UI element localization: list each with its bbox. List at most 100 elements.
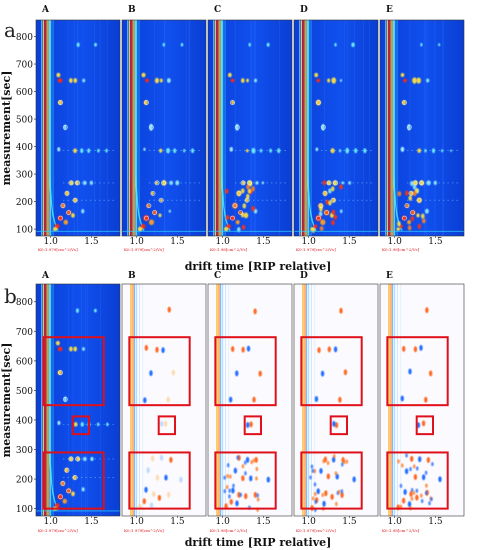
x-tick-label: 1.5 <box>342 517 357 527</box>
signal-peak <box>407 225 412 231</box>
signal-peak <box>58 100 63 106</box>
signal-peak <box>159 198 163 202</box>
signal-peak <box>73 197 78 203</box>
difference-spot <box>421 420 426 427</box>
signal-peak <box>269 148 272 153</box>
signal-peak <box>315 147 319 152</box>
signal-peak <box>96 422 100 427</box>
x-tick-label: 1.5 <box>84 517 99 527</box>
difference-spot <box>311 468 315 473</box>
signal-peak <box>73 422 78 427</box>
y-tick-label: 600 <box>16 88 33 98</box>
rip-band <box>132 20 134 236</box>
x-tick-label: 1.0 <box>388 237 403 247</box>
peak-marker <box>152 210 158 216</box>
x-tick-label: 1.5 <box>84 237 99 247</box>
signal-peak <box>259 148 263 153</box>
difference-spot <box>421 474 426 481</box>
difference-spot <box>223 489 227 494</box>
k0-footer: K0:1.979[cm^2/Vs] <box>296 528 336 533</box>
difference-spot <box>332 454 336 459</box>
rip-band <box>306 20 308 236</box>
difference-spot <box>256 497 260 502</box>
k0-footer: K0:1.979[cm^2/Vs] <box>124 247 164 252</box>
signal-peak <box>320 219 326 226</box>
signal-peak <box>412 77 417 84</box>
x-tick-label: 1.0 <box>302 237 317 247</box>
difference-spot <box>241 475 245 482</box>
signal-peak <box>93 308 97 313</box>
difference-spot <box>326 460 330 466</box>
signal-peak <box>246 184 250 190</box>
signal-peak <box>416 77 421 84</box>
difference-spot <box>232 483 235 488</box>
subplot-label: B <box>128 271 136 281</box>
signal-peak <box>408 195 413 201</box>
difference-spot <box>402 345 406 352</box>
peak-marker <box>150 190 156 196</box>
highlight-box <box>300 451 363 510</box>
difference-spot <box>424 490 428 496</box>
signal-peak <box>241 180 246 185</box>
x-tick-label: 1.0 <box>130 517 145 527</box>
signal-peak <box>56 72 61 78</box>
signal-peak <box>426 180 431 186</box>
subplot-label: E <box>386 271 393 281</box>
peak-marker <box>316 100 321 105</box>
subplot-label: D <box>300 271 308 281</box>
peak-marker <box>64 467 70 473</box>
signal-peak <box>137 226 143 232</box>
difference-spot <box>314 396 319 403</box>
signal-peak <box>363 148 367 154</box>
peak-marker <box>238 210 244 216</box>
difference-spot <box>322 500 326 507</box>
difference-spot <box>401 463 404 468</box>
subplot-frame <box>379 19 465 237</box>
difference-spot <box>144 486 148 493</box>
y-tick-label: 200 <box>16 476 33 486</box>
signal-peak <box>97 148 100 153</box>
signal-peak <box>159 78 163 83</box>
difference-spot <box>418 456 422 463</box>
difference-spot <box>249 421 253 428</box>
signal-peak <box>180 43 184 47</box>
difference-spot <box>149 370 153 377</box>
signal-peak <box>162 42 166 47</box>
subplot-D: D 1.0 1.5 K0:1.979[cm^2/Vs] <box>293 271 379 533</box>
subplot-B: B 1.0 1.5 K0:1.979[cm^2/Vs] <box>121 271 207 533</box>
peak-marker <box>316 215 321 221</box>
difference-spot <box>426 457 431 464</box>
peak-marker <box>75 180 80 186</box>
highlight-box <box>300 336 363 407</box>
peak-marker <box>419 180 424 186</box>
difference-spot <box>410 496 414 501</box>
difference-spot <box>171 369 176 376</box>
signal-peak <box>333 214 338 220</box>
peak-marker <box>58 215 63 221</box>
peak-marker <box>230 100 235 105</box>
subplot-A: A 1.0 1.5 K0:1.979[cm^2/Vs] <box>35 5 121 252</box>
signal-peak <box>159 148 163 153</box>
x-tick-label: 1.5 <box>342 237 357 247</box>
difference-spot <box>255 476 258 481</box>
signal-peak <box>57 78 63 83</box>
peak-marker <box>318 203 324 209</box>
signal-peak <box>60 481 65 486</box>
peak-marker <box>404 203 410 209</box>
signal-peak <box>224 226 229 232</box>
k0-footer: K0:1.979[cm^2/Vs] <box>296 247 336 252</box>
highlight-box <box>214 451 277 510</box>
signal-peak <box>339 209 343 213</box>
signal-peak <box>169 180 173 186</box>
peak-marker <box>66 210 72 216</box>
highlight-box <box>71 415 91 436</box>
subplot-label: B <box>128 5 136 15</box>
difference-spot <box>166 491 171 498</box>
difference-spot <box>246 345 251 352</box>
y-tick-label: 700 <box>16 328 33 338</box>
difference-spot <box>244 493 248 500</box>
peak-marker <box>322 190 328 196</box>
peak-marker <box>333 180 338 186</box>
signal-peak <box>69 78 73 84</box>
difference-spot <box>431 461 434 467</box>
